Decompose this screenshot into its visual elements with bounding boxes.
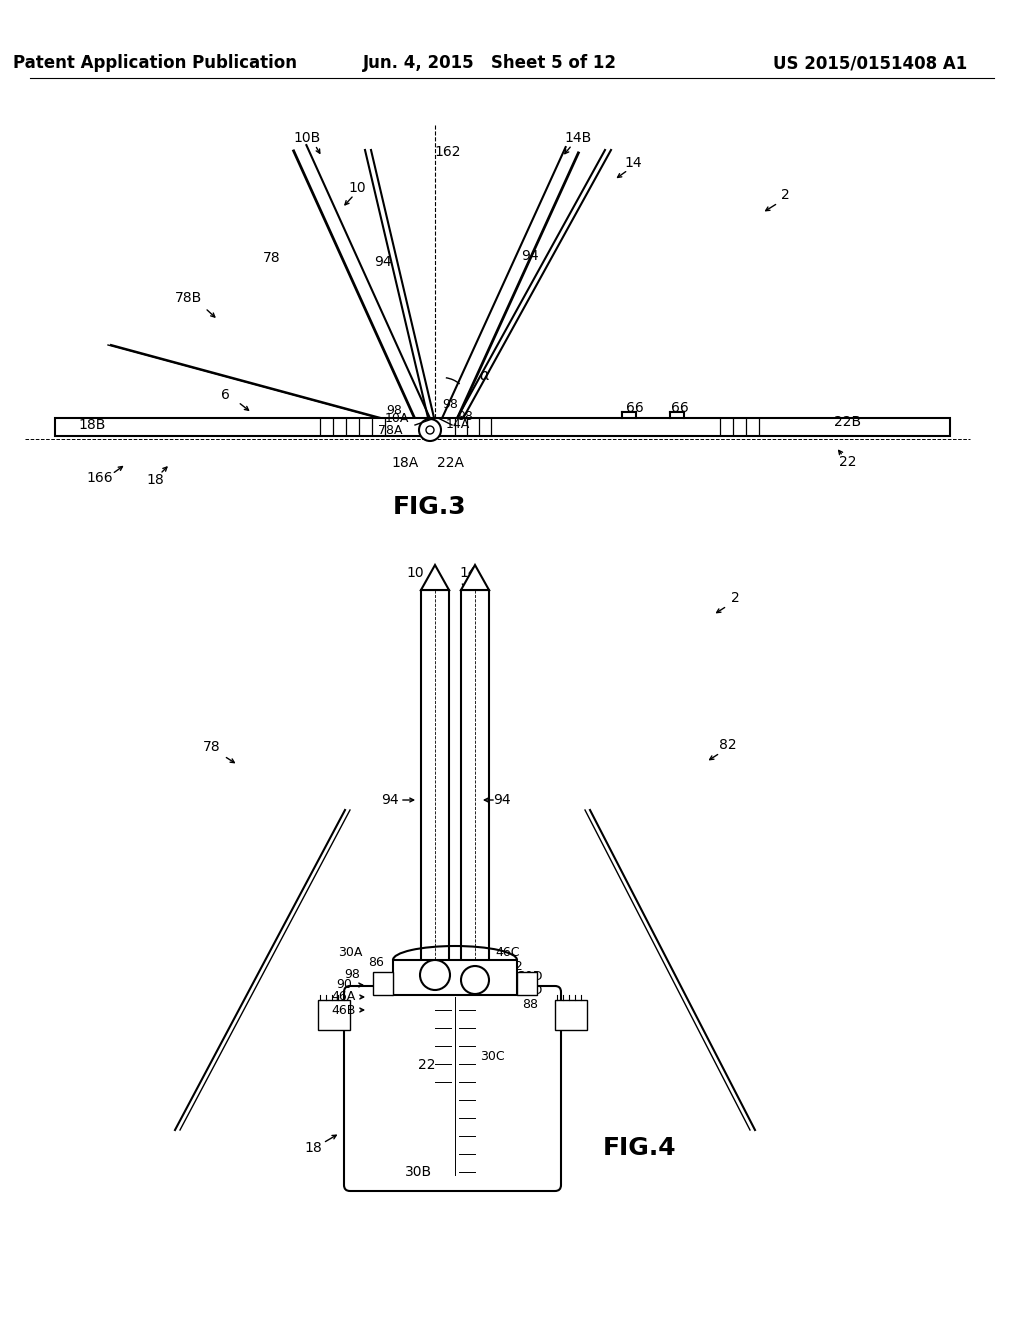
Text: 30A: 30A <box>338 945 362 958</box>
Circle shape <box>426 426 434 434</box>
Bar <box>318 1001 350 1030</box>
Text: 94: 94 <box>521 249 539 263</box>
Text: 78A: 78A <box>378 424 402 437</box>
Text: 92: 92 <box>507 960 523 973</box>
Text: FIG.4: FIG.4 <box>603 1137 677 1160</box>
Text: 30D: 30D <box>517 970 543 983</box>
Text: 46A: 46A <box>332 990 356 1003</box>
Text: 162: 162 <box>435 145 461 158</box>
Circle shape <box>419 418 441 441</box>
Text: 10: 10 <box>407 566 424 579</box>
Text: 46D: 46D <box>517 983 543 997</box>
Bar <box>55 418 950 436</box>
Text: Jun. 4, 2015   Sheet 5 of 12: Jun. 4, 2015 Sheet 5 of 12 <box>362 54 617 73</box>
Text: 10A: 10A <box>385 412 410 425</box>
Bar <box>461 590 489 990</box>
Text: 94: 94 <box>494 793 511 807</box>
Text: 88: 88 <box>522 998 538 1011</box>
Text: US 2015/0151408 A1: US 2015/0151408 A1 <box>773 54 967 73</box>
Text: 22: 22 <box>418 1059 436 1072</box>
Text: 98: 98 <box>457 411 473 424</box>
Text: 98: 98 <box>344 968 360 981</box>
Text: $\alpha$: $\alpha$ <box>479 367 490 383</box>
Text: FIG.3: FIG.3 <box>393 495 467 519</box>
Text: 94: 94 <box>374 255 392 269</box>
Text: Patent Application Publication: Patent Application Publication <box>13 54 297 73</box>
Text: 98: 98 <box>427 970 442 979</box>
Text: 2: 2 <box>731 591 739 605</box>
Text: 18B: 18B <box>78 418 105 432</box>
Text: 66: 66 <box>626 401 644 414</box>
Text: 22: 22 <box>840 455 857 469</box>
Text: 6: 6 <box>220 388 229 403</box>
Text: 10: 10 <box>348 181 366 195</box>
Text: 22A: 22A <box>437 455 465 470</box>
Text: 30B: 30B <box>404 1166 431 1179</box>
Text: 22B: 22B <box>835 414 861 429</box>
Text: 98: 98 <box>442 399 458 412</box>
Bar <box>421 590 449 990</box>
Text: 90: 90 <box>336 978 352 991</box>
Text: 18A: 18A <box>391 455 419 470</box>
Bar <box>517 972 537 995</box>
Text: 46C: 46C <box>496 945 520 958</box>
Circle shape <box>420 960 450 990</box>
Text: 18: 18 <box>146 473 164 487</box>
Text: 78B: 78B <box>174 290 202 305</box>
Text: 18: 18 <box>304 1140 322 1155</box>
Text: 46B: 46B <box>332 1003 356 1016</box>
Text: 94: 94 <box>381 793 398 807</box>
Bar <box>393 960 517 995</box>
Text: 98: 98 <box>467 975 482 985</box>
Text: 78: 78 <box>263 251 281 265</box>
Text: 14: 14 <box>459 566 477 579</box>
FancyBboxPatch shape <box>344 986 561 1191</box>
Circle shape <box>461 966 489 994</box>
Text: 82: 82 <box>719 738 737 752</box>
Text: 78: 78 <box>203 741 221 754</box>
Text: 86: 86 <box>368 956 384 969</box>
Text: 10B: 10B <box>293 131 321 145</box>
Text: 98: 98 <box>386 404 402 417</box>
Polygon shape <box>461 565 489 590</box>
Text: 14A: 14A <box>445 418 470 432</box>
Text: 30C: 30C <box>479 1051 504 1064</box>
Bar <box>373 972 393 995</box>
Polygon shape <box>421 565 449 590</box>
Text: 14B: 14B <box>564 131 592 145</box>
Text: 14: 14 <box>625 156 642 170</box>
Text: 66: 66 <box>671 401 689 414</box>
Bar <box>555 1001 587 1030</box>
Text: 2: 2 <box>780 187 790 202</box>
Text: 166: 166 <box>87 471 114 484</box>
